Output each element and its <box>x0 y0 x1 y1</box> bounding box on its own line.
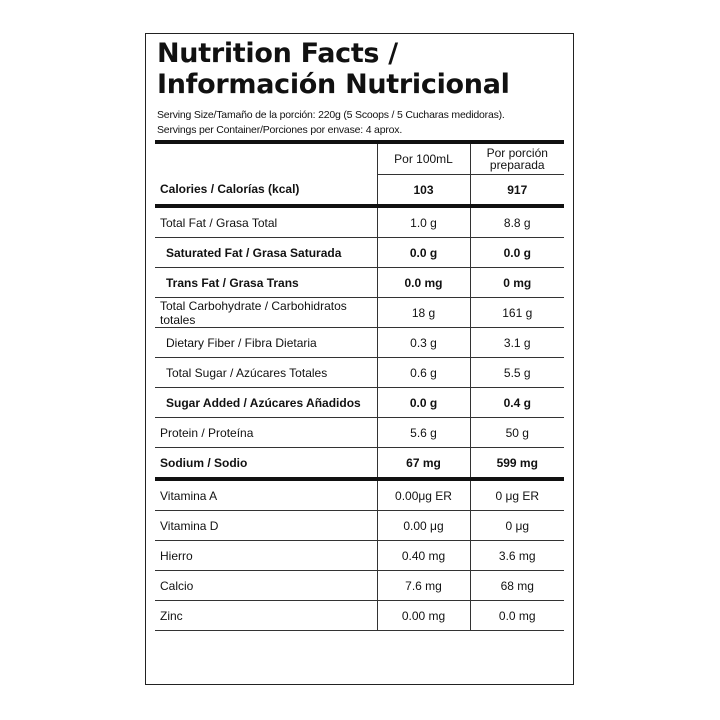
table-row: Protein / Proteína 5.6 g 50 g <box>155 417 564 448</box>
value-per-serving: 3.1 g <box>469 327 564 358</box>
calories-row: Calories / Calorías (kcal) 103 917 <box>155 174 564 208</box>
servings-per-container: Servings per Container/Porciones por env… <box>157 124 403 136</box>
value-per-serving: 0 μg <box>469 510 564 541</box>
nutrient-label: Total Fat / Grasa Total <box>155 206 377 238</box>
table-row: Saturated Fat / Grasa Saturada 0.0 g 0.0 g <box>155 237 564 268</box>
calories-per-serving: 917 <box>469 174 564 208</box>
header-per-serving-line1: Por porción <box>486 146 548 160</box>
title-spanish: Información Nutricional <box>157 69 510 100</box>
header-per-serving: Por porción preparada <box>469 140 564 175</box>
value-per-100ml: 18 g <box>376 297 470 328</box>
value-per-serving: 8.8 g <box>469 206 564 238</box>
value-per-100ml: 0.40 mg <box>376 540 470 571</box>
nutrient-label: Sugar Added / Azúcares Añadidos <box>155 387 377 418</box>
calories-per-100: 103 <box>376 174 470 208</box>
serving-info: Serving Size/Tamaño de la porción: 220g … <box>157 108 505 138</box>
value-per-serving: 161 g <box>469 297 564 328</box>
table-row: Zinc 0.00 mg 0.0 mg <box>155 600 564 631</box>
table-row: Dietary Fiber / Fibra Dietaria 0.3 g 3.1 g <box>155 327 564 358</box>
title-english: Nutrition Facts / <box>157 38 398 69</box>
nutrient-label: Total Sugar / Azúcares Totales <box>155 357 377 388</box>
table-row: Calcio 7.6 mg 68 mg <box>155 570 564 601</box>
nutrient-label: Total Carbohydrate / Carbohidratos total… <box>155 297 377 328</box>
table-row: Total Fat / Grasa Total 1.0 g 8.8 g <box>155 206 564 238</box>
value-per-serving: 0 mg <box>469 267 564 298</box>
table-row: Vitamina D 0.00 μg 0 μg <box>155 510 564 541</box>
value-per-serving: 5.5 g <box>469 357 564 388</box>
header-row: Por 100mL Por porción preparada <box>155 140 564 175</box>
value-per-100ml: 0.00 μg <box>376 510 470 541</box>
value-per-serving: 599 mg <box>469 447 564 481</box>
header-per-serving-line2: preparada <box>489 158 545 172</box>
value-per-100ml: 67 mg <box>376 447 470 481</box>
value-per-100ml: 0.00 mg <box>376 600 470 631</box>
nutrient-label: Hierro <box>155 540 377 571</box>
value-per-100ml: 7.6 mg <box>376 570 470 601</box>
value-per-serving: 68 mg <box>469 570 564 601</box>
table-row: Total Carbohydrate / Carbohidratos total… <box>155 297 564 328</box>
nutrient-label: Sodium / Sodio <box>155 447 377 481</box>
table-row: Trans Fat / Grasa Trans 0.0 mg 0 mg <box>155 267 564 298</box>
table-row: Sodium / Sodio 67 mg 599 mg <box>155 447 564 481</box>
value-per-100ml: 0.6 g <box>376 357 470 388</box>
nutrition-table: Por 100mL Por porción preparada Calories… <box>155 140 564 631</box>
value-per-100ml: 0.3 g <box>376 327 470 358</box>
value-per-100ml: 5.6 g <box>376 417 470 448</box>
header-per-100ml: Por 100mL <box>376 140 470 175</box>
value-per-100ml: 0.0 mg <box>376 267 470 298</box>
value-per-serving: 0.4 g <box>469 387 564 418</box>
nutrient-label: Trans Fat / Grasa Trans <box>155 267 377 298</box>
nutrition-label: Nutrition Facts / Información Nutriciona… <box>145 33 574 685</box>
value-per-serving: 0.0 g <box>469 237 564 268</box>
value-per-serving: 50 g <box>469 417 564 448</box>
nutrient-label: Vitamina A <box>155 479 377 511</box>
table-row: Vitamina A 0.00μg ER 0 μg ER <box>155 479 564 511</box>
value-per-100ml: 0.00μg ER <box>376 479 470 511</box>
value-per-serving: 3.6 mg <box>469 540 564 571</box>
nutrient-label: Protein / Proteína <box>155 417 377 448</box>
nutrient-label: Vitamina D <box>155 510 377 541</box>
nutrient-label: Dietary Fiber / Fibra Dietaria <box>155 327 377 358</box>
nutrient-label: Calcio <box>155 570 377 601</box>
value-per-100ml: 1.0 g <box>376 206 470 238</box>
table-row: Hierro 0.40 mg 3.6 mg <box>155 540 564 571</box>
label-title: Nutrition Facts / Información Nutriciona… <box>157 38 510 100</box>
value-per-serving: 0.0 mg <box>469 600 564 631</box>
serving-size: Serving Size/Tamaño de la porción: 220g … <box>157 109 505 121</box>
value-per-100ml: 0.0 g <box>376 387 470 418</box>
value-per-100ml: 0.0 g <box>376 237 470 268</box>
table-row: Total Sugar / Azúcares Totales 0.6 g 5.5 g <box>155 357 564 388</box>
nutrient-label: Zinc <box>155 600 377 631</box>
value-per-serving: 0 μg ER <box>469 479 564 511</box>
table-row: Sugar Added / Azúcares Añadidos 0.0 g 0.4 … <box>155 387 564 418</box>
calories-label: Calories / Calorías (kcal) <box>155 174 377 208</box>
nutrient-label: Saturated Fat / Grasa Saturada <box>155 237 377 268</box>
